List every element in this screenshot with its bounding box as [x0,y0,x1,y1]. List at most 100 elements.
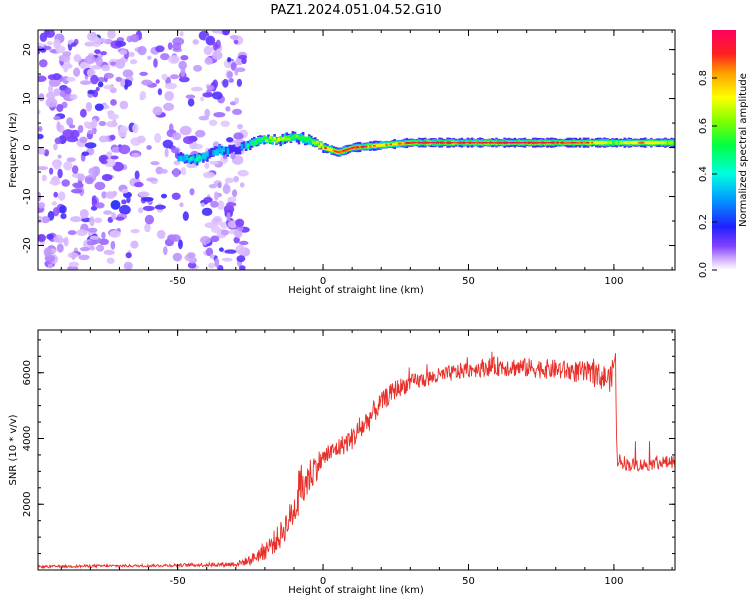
ridge-cell [621,140,625,145]
noise-blob [103,210,112,216]
noise-blob [134,170,140,180]
ridge-cell [639,141,643,144]
noise-blob [101,231,106,240]
ridge-cell [342,149,346,152]
ridge-cell [607,141,610,144]
ridge-cell [216,148,219,156]
noise-blob [164,148,169,158]
noise-blob [100,159,108,165]
noise-blob [87,32,96,42]
ridge-cell [364,145,368,148]
noise-blob [200,96,205,102]
ridge-cell [208,149,211,159]
noise-blob [141,79,153,86]
ridge-cell [568,141,572,144]
ridge-cell [442,141,445,144]
noise-blob [98,135,109,143]
ridge-cell [312,140,315,144]
ridge-cell [525,141,529,144]
noise-blob [66,157,76,162]
noise-blob [226,212,231,222]
noise-blob [110,99,117,106]
noise-blob [78,254,90,260]
ridge-cell [307,137,311,145]
noise-blob [121,199,127,205]
ridge-cell [625,140,629,145]
noise-blob [222,184,231,195]
noise-blob [98,120,107,127]
ridge-cell [295,134,299,138]
ridge-cell [564,141,568,144]
ridge-cell [316,140,319,144]
noise-blob [200,236,211,245]
noise-blob [87,227,98,233]
noise-blob [76,229,88,237]
noise-blob [146,177,158,182]
noise-blob [239,265,246,270]
ridge-cell [474,141,478,144]
noise-blob [95,56,103,67]
ridge-cell [550,141,553,144]
ridge-cell [472,141,476,144]
ridge-cell [352,146,356,149]
noise-blob [84,55,96,64]
ridge-cell [415,141,419,144]
ridge-cell [536,141,539,144]
noise-blob [205,35,216,46]
noise-blob [142,205,155,212]
ridge-cell [650,140,653,145]
noise-blob [84,41,95,47]
noise-blob [90,205,98,211]
noise-blob [67,230,77,236]
noise-blob [220,120,230,127]
spectrogram-panel: -50 0 50 100 -20 -10 0 10 20 Height of straight … [8,29,676,296]
noise-blob [178,239,183,250]
ridge-cell [497,141,500,144]
ridge-cell [660,141,663,145]
noise-blob [89,216,95,227]
noise-blob [146,145,152,150]
noise-blob [115,58,126,69]
noise-blob [56,104,64,112]
ridge-cell [277,137,280,142]
ridge-cell [605,141,608,145]
snr-series-line [38,351,675,570]
ridge-cell [385,143,388,146]
y-tick-label: -10 [22,188,33,204]
noise-blob [204,162,210,169]
ridge-cell [430,141,433,144]
ridge-cell [580,141,584,144]
ridge-cell [242,141,246,149]
noise-blob [170,74,179,80]
noise-blob [153,58,158,68]
ridge-cell [597,141,600,145]
noise-blob [64,87,72,95]
noise-blob [136,135,146,144]
noise-blob [89,245,96,251]
snr-ticks: -50 0 50 100 2000 4000 6000 [22,330,675,587]
ridge-cell [582,141,586,144]
noise-blob [96,37,107,43]
x-tick-label: 50 [462,276,475,287]
noise-blob [72,165,79,174]
x-tick-label: 100 [604,576,623,587]
ridge-cell [289,137,293,142]
noise-blob [68,261,80,267]
noise-blob [125,252,132,259]
ridge-cell [248,140,252,146]
noise-blob [147,55,152,60]
ridge-cell [629,141,633,145]
ridge-cell [450,141,454,144]
noise-blob [119,49,128,55]
noise-blob [211,91,223,100]
ridge-cell [360,145,364,148]
noise-blob [103,84,114,90]
ridge-cell [462,141,466,144]
ridge-cell [417,141,421,144]
ridge-cell [637,141,641,144]
ridge-cell [617,140,620,145]
ridge-cell [189,156,193,160]
noise-blob [107,30,116,39]
noise-blob [130,240,139,249]
